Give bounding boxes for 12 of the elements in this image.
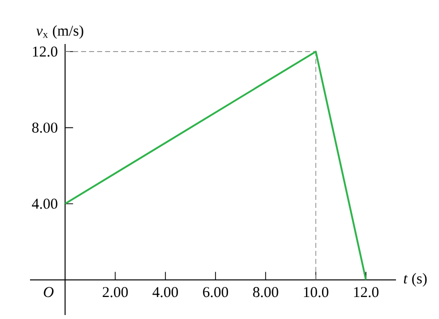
- x-tick-label: 2.00: [102, 287, 128, 298]
- x-axis-title: t (s): [404, 273, 427, 287]
- y-axis-title: v$_{x}$ (m/s): [36, 25, 84, 39]
- annotation: O: [44, 287, 54, 298]
- y-tick-label: 4.00: [32, 198, 58, 209]
- x-tick-label: 8.00: [253, 287, 278, 298]
- y-tick-label: 8.00: [32, 122, 58, 133]
- x-tick-label: 10.0: [304, 287, 328, 298]
- x-tick-label: 4.00: [152, 287, 178, 298]
- x-tick-label: 6.00: [203, 287, 228, 298]
- y-tick-label: 12.0: [32, 46, 58, 57]
- x-tick-label: 12.0: [354, 287, 378, 298]
